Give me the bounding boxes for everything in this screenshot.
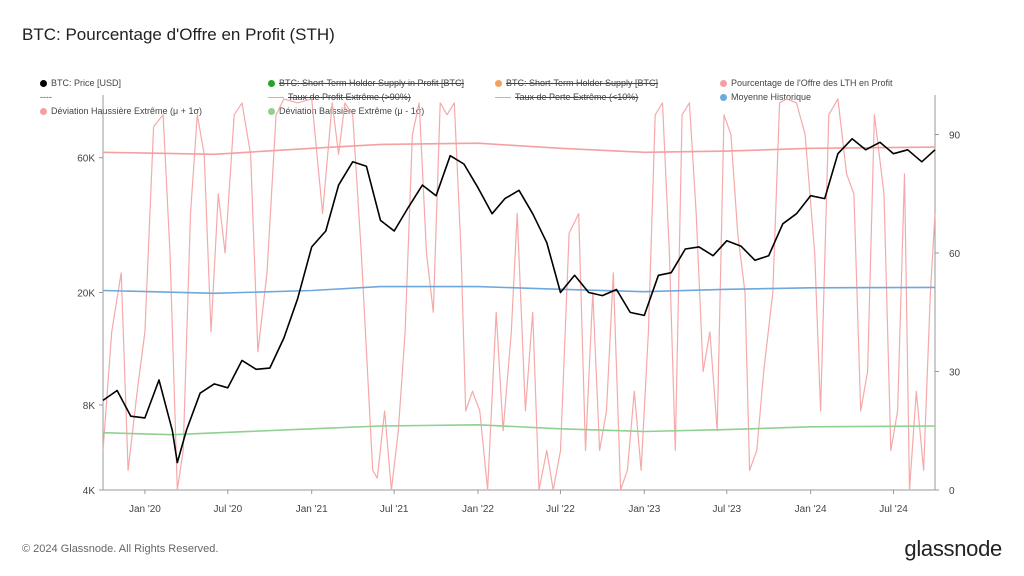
y-right-tick-label: 0: [949, 486, 955, 497]
legend-item[interactable]: Déviation Baissière Extrême (μ - 1σ): [268, 106, 424, 116]
legend-label: Moyenne Historique: [731, 92, 812, 102]
legend-dot-icon: [268, 107, 275, 115]
legend-line-icon: [495, 96, 511, 98]
legend-label: ----: [40, 92, 52, 102]
y-left-tick-label: 20K: [77, 289, 95, 300]
series-line: [102, 423, 936, 436]
legend-dot-icon: [268, 79, 275, 87]
x-tick-label: Jan '20: [129, 504, 161, 515]
y-left-tick-label: 8K: [83, 401, 96, 412]
chart-title: BTC: Pourcentage d'Offre en Profit (STH): [22, 25, 335, 44]
legend-label: Pourcentage de l'Offre des LTH en Profit: [731, 78, 893, 88]
legend-label: Taux de Profit Extrême (>90%): [288, 92, 411, 102]
legend-label: BTC: Short-Term Holder Supply in Profit …: [279, 78, 465, 88]
x-tick-label: Jul '24: [879, 504, 908, 515]
legend-item[interactable]: Taux de Profit Extrême (>90%): [268, 92, 411, 102]
legend-item[interactable]: BTC: Short-Term Holder Supply [BTC]: [495, 78, 658, 88]
y-right-tick-label: 90: [949, 131, 961, 142]
legend-label: Taux de Perte Extrême (<10%): [515, 92, 639, 102]
series-line: [102, 138, 936, 464]
series-line: [102, 285, 936, 295]
y-right-tick-label: 30: [949, 368, 961, 379]
legend-label: BTC: Price [USD]: [51, 78, 122, 88]
legend-line-icon: [268, 96, 284, 98]
series-line: [102, 142, 936, 156]
x-tick-label: Jul '22: [546, 504, 575, 515]
legend-item[interactable]: BTC: Short-Term Holder Supply in Profit …: [268, 78, 464, 88]
legend-dot-icon: [40, 107, 47, 115]
copyright: © 2024 Glassnode. All Rights Reserved.: [22, 543, 219, 555]
x-tick-label: Jan '23: [628, 504, 660, 515]
series-line: [102, 98, 936, 491]
legend-item[interactable]: Pourcentage de l'Offre des LTH en Profit: [720, 78, 892, 88]
legend-dot-icon: [40, 79, 47, 87]
x-tick-label: Jan '22: [462, 504, 494, 515]
legend-item[interactable]: Moyenne Historique: [720, 92, 811, 102]
legend-dot-icon: [720, 93, 727, 101]
x-tick-label: Jul '20: [214, 504, 243, 515]
y-right-tick-label: 60: [949, 249, 961, 260]
x-tick-label: Jan '24: [795, 504, 827, 515]
legend-item[interactable]: Taux de Perte Extrême (<10%): [495, 92, 638, 102]
legend-label: Déviation Baissière Extrême (μ - 1σ): [279, 106, 425, 116]
x-tick-label: Jul '21: [380, 504, 409, 515]
y-left-tick-label: 4K: [83, 486, 96, 497]
brand-logo: glassnode: [904, 536, 1002, 561]
legend-label: Déviation Haussière Extrême (μ + 1σ): [51, 106, 203, 116]
legend-item[interactable]: BTC: Price [USD]: [40, 78, 121, 88]
x-tick-label: Jan '21: [296, 504, 328, 515]
legend-item[interactable]: Déviation Haussière Extrême (μ + 1σ): [40, 106, 202, 116]
legend: BTC: Price [USD] BTC: Short-Term Holder S…: [40, 78, 940, 126]
legend-item[interactable]: ----: [40, 92, 52, 102]
x-tick-label: Jul '23: [712, 504, 741, 515]
legend-dot-icon: [495, 79, 502, 87]
legend-dot-icon: [720, 79, 727, 87]
legend-label: BTC: Short-Term Holder Supply [BTC]: [506, 78, 659, 88]
y-left-tick-label: 60K: [77, 154, 95, 165]
